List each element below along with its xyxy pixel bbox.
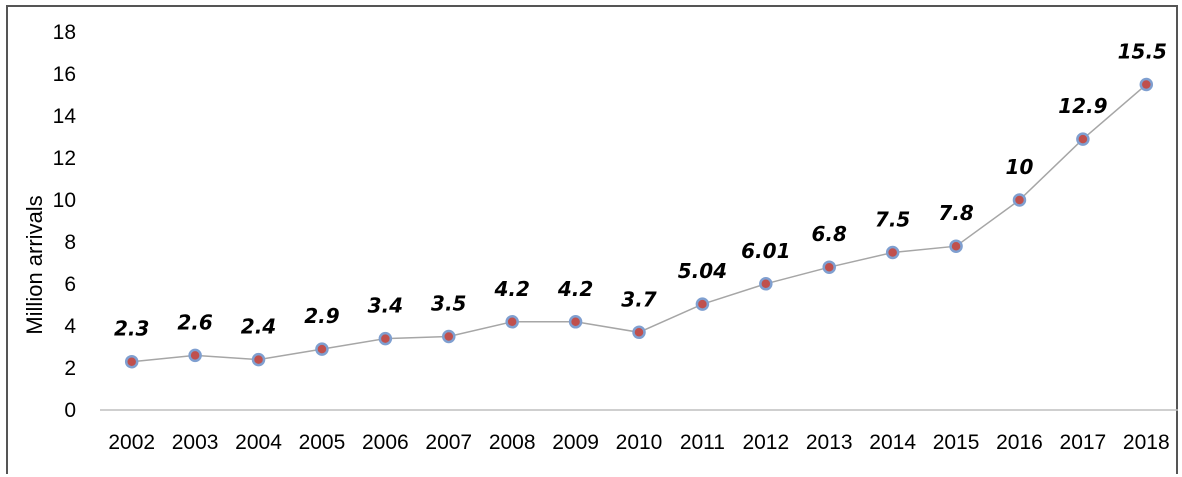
y-tick-label: 18 bbox=[53, 21, 76, 44]
data-label: 10 bbox=[1006, 155, 1034, 179]
data-point bbox=[315, 342, 329, 356]
data-label: 15.5 bbox=[1118, 40, 1167, 64]
x-tick-label: 2012 bbox=[742, 431, 789, 454]
x-tick-label: 2014 bbox=[869, 431, 916, 454]
data-point bbox=[442, 329, 456, 344]
x-tick-label: 2010 bbox=[616, 431, 663, 454]
series-line bbox=[131, 83, 1147, 363]
y-tick-label: 0 bbox=[64, 399, 76, 422]
data-point bbox=[695, 297, 710, 311]
data-point bbox=[885, 245, 900, 260]
y-tick-label: 4 bbox=[64, 315, 76, 338]
x-axis-ticks: 2002 2003 2004 2005 2006 2007 2008 2009 2010 2011… bbox=[108, 431, 1169, 454]
data-labels: 2.3 2.6 2.4 2.9 3.4 3.5 4.2 4.2 3.7 5.04 6.01 6.8 7.… bbox=[114, 40, 1167, 341]
x-tick-label: 2017 bbox=[1060, 431, 1107, 454]
data-label: 4.2 bbox=[557, 277, 593, 301]
data-point bbox=[949, 239, 963, 253]
data-label: 7.8 bbox=[938, 201, 974, 225]
data-point bbox=[568, 315, 583, 329]
x-tick-label: 2009 bbox=[552, 431, 599, 454]
x-tick-label: 2004 bbox=[235, 431, 282, 454]
x-tick-label: 2018 bbox=[1123, 431, 1170, 454]
data-label: 2.3 bbox=[114, 317, 149, 341]
data-label: 2.6 bbox=[177, 310, 213, 334]
data-point bbox=[251, 352, 266, 367]
data-label: 2.9 bbox=[304, 304, 340, 328]
data-label: 3.5 bbox=[431, 292, 466, 316]
data-label: 4.2 bbox=[493, 277, 529, 301]
data-label: 5.04 bbox=[678, 259, 727, 283]
x-tick-label: 2013 bbox=[806, 431, 853, 454]
data-label: 6.01 bbox=[741, 239, 790, 263]
data-point bbox=[759, 277, 773, 291]
x-tick-label: 2003 bbox=[172, 431, 219, 454]
data-label: 12.9 bbox=[1058, 94, 1107, 118]
data-point bbox=[632, 325, 646, 340]
y-axis-ticks: 0 2 4 6 8 10 12 14 16 18 bbox=[53, 21, 77, 422]
data-point bbox=[124, 354, 139, 369]
data-label: 2.4 bbox=[241, 315, 276, 339]
y-tick-label: 12 bbox=[53, 147, 76, 170]
chart-frame bbox=[6, 5, 1178, 474]
x-tick-label: 2011 bbox=[680, 431, 725, 454]
data-point bbox=[1076, 132, 1090, 146]
data-label: 3.4 bbox=[368, 294, 403, 318]
x-tick-label: 2016 bbox=[996, 431, 1043, 454]
y-tick-label: 14 bbox=[53, 105, 77, 128]
data-point bbox=[505, 315, 519, 329]
x-tick-label: 2015 bbox=[933, 431, 980, 454]
x-tick-label: 2008 bbox=[489, 431, 536, 454]
y-axis-title: Million arrivals bbox=[22, 195, 47, 334]
x-tick-label: 2002 bbox=[108, 431, 155, 454]
y-tick-label: 6 bbox=[64, 273, 76, 296]
x-tick-label: 2005 bbox=[299, 431, 346, 454]
x-tick-label: 2007 bbox=[425, 431, 472, 454]
data-point bbox=[822, 260, 836, 274]
data-label: 6.8 bbox=[812, 222, 848, 246]
y-tick-label: 8 bbox=[64, 231, 76, 254]
data-point bbox=[378, 331, 393, 346]
data-label: 3.7 bbox=[621, 287, 657, 311]
data-label: 7.5 bbox=[875, 208, 910, 232]
data-point bbox=[1139, 77, 1154, 92]
y-tick-label: 16 bbox=[53, 63, 76, 86]
data-point bbox=[188, 348, 202, 363]
x-tick-label: 2006 bbox=[362, 431, 409, 454]
data-point bbox=[1012, 193, 1027, 207]
y-tick-label: 10 bbox=[53, 189, 76, 212]
y-tick-label: 2 bbox=[64, 357, 76, 380]
data-markers bbox=[124, 77, 1154, 369]
